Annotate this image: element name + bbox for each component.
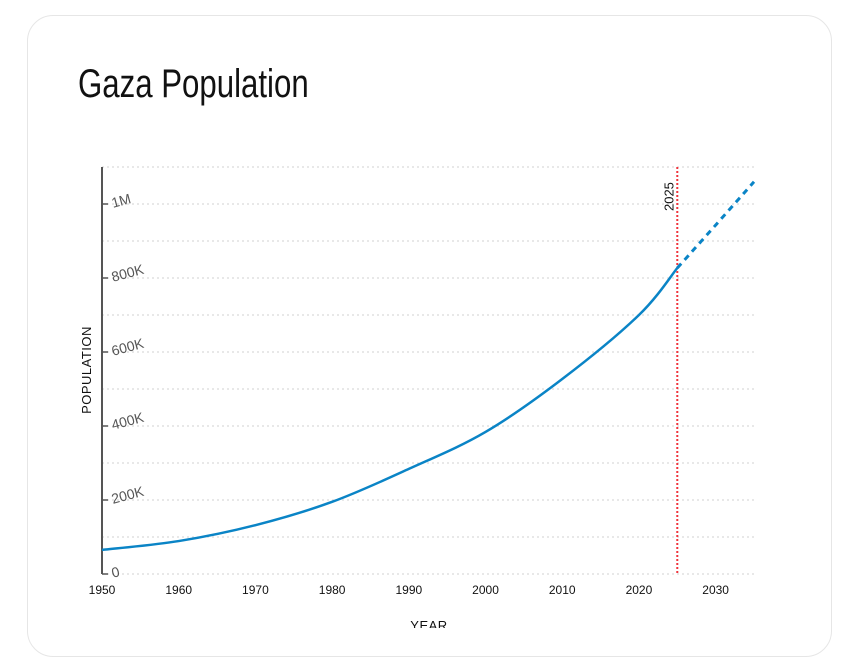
y-tick-label: 400K	[110, 409, 146, 433]
x-tick-label: 2010	[549, 583, 576, 597]
y-tick-label: 1M	[110, 190, 133, 210]
x-tick-label: 1960	[165, 583, 192, 597]
chart-card	[27, 15, 832, 657]
x-axis-label: YEAR	[410, 618, 447, 628]
x-tick-label: 1970	[242, 583, 269, 597]
projection-line	[676, 180, 756, 270]
x-tick-label: 1950	[89, 583, 116, 597]
x-tick-label: 1990	[395, 583, 422, 597]
x-tick-label: 2020	[626, 583, 653, 597]
x-tick-label: 1980	[319, 583, 346, 597]
y-axis-label: POPULATION	[79, 326, 94, 414]
x-tick-label: 2000	[472, 583, 499, 597]
y-tick-label: 200K	[110, 483, 146, 507]
page-title: Gaza Population	[78, 62, 309, 106]
y-tick-label: 600K	[110, 335, 146, 359]
reference-line-label: 2025	[661, 182, 676, 211]
y-tick-label: 0	[110, 563, 122, 581]
population-chart: 0 200K 400K 600K 800K 1M 1950 1960 1970 1980 1990 2…	[79, 166, 756, 628]
x-tick-label: 2030	[702, 583, 729, 597]
y-tick-label: 800K	[110, 261, 146, 285]
population-line	[101, 267, 679, 552]
